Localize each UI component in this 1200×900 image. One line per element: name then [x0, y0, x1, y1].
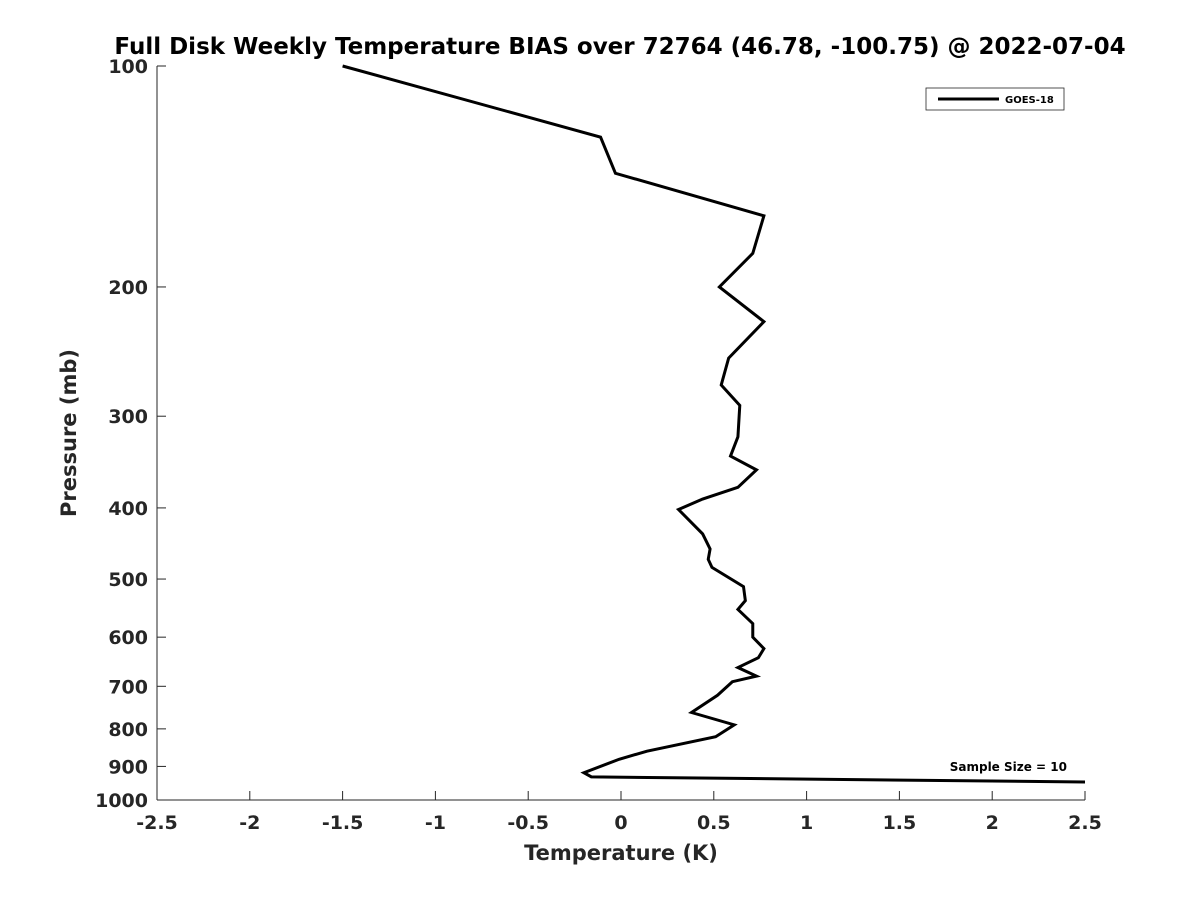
- x-tick-label: 1: [800, 812, 813, 834]
- y-axis-ticks: 100 200 300 400 500 600 700 800 900 1000: [95, 56, 166, 812]
- sample-size-annotation: Sample Size = 10: [950, 760, 1067, 774]
- y-tick-label: 800: [108, 719, 148, 741]
- x-tick-label: -2: [239, 812, 260, 834]
- x-tick-label: -2.5: [136, 812, 178, 834]
- legend: GOES-18: [925, 87, 1065, 111]
- y-tick-label: 1000: [95, 790, 148, 812]
- x-tick-label: 0.5: [697, 812, 731, 834]
- x-axis-ticks: -2.5 -2 -1.5 -1 -0.5 0 0.5 1 1.5 2 2.5: [136, 791, 1102, 834]
- x-tick-label: -0.5: [507, 812, 549, 834]
- x-tick-label: 2.5: [1068, 812, 1102, 834]
- y-tick-label: 700: [108, 676, 148, 698]
- y-tick-label: 400: [108, 498, 148, 520]
- y-tick-label: 900: [108, 756, 148, 778]
- x-tick-label: 0: [614, 812, 627, 834]
- series-layer: [342, 64, 1086, 784]
- y-tick-label: 200: [108, 277, 148, 299]
- y-tick-label: 300: [108, 406, 148, 428]
- x-axis-label: Temperature (K): [524, 841, 718, 865]
- y-tick-label: 500: [108, 569, 148, 591]
- x-tick-label: -1: [425, 812, 446, 834]
- x-tick-label: 1.5: [883, 812, 917, 834]
- y-tick-label: 600: [108, 627, 148, 649]
- x-tick-label: 2: [986, 812, 999, 834]
- y-tick-label: 100: [108, 56, 148, 78]
- chart-title: Full Disk Weekly Temperature BIAS over 7…: [114, 34, 1125, 60]
- x-tick-label: -1.5: [322, 812, 364, 834]
- y-axis-label: Pressure (mb): [57, 349, 81, 517]
- legend-label-goes-18: GOES-18: [1005, 95, 1054, 106]
- series-line-goes-18: [342, 64, 1086, 784]
